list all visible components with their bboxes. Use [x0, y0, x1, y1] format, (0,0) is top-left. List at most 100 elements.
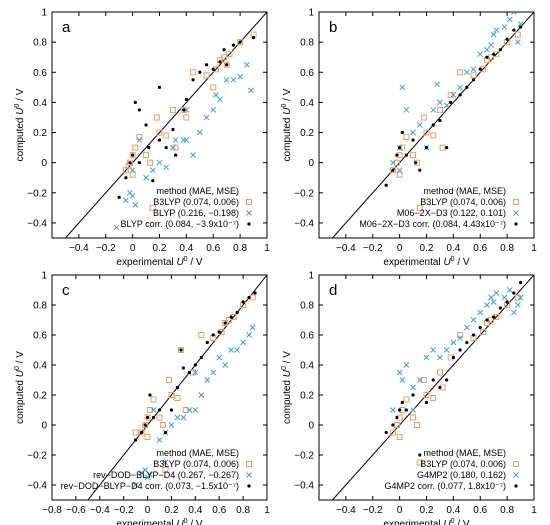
point-square-11 — [163, 132, 170, 139]
point-cross-4 — [147, 471, 153, 478]
point-dot-12 — [451, 355, 455, 360]
point-dot-6 — [157, 408, 162, 412]
legend-marker-square — [246, 199, 252, 205]
y-tick-label: −0.2 — [294, 188, 314, 199]
x-tick-label: 0 — [397, 243, 403, 254]
point-square-1 — [393, 159, 400, 166]
point-cross-9 — [156, 159, 163, 166]
legend-entry: G4MP2 corr. (0.077, 1.8x10⁻⁷) — [384, 481, 506, 491]
point-cross-12 — [457, 84, 463, 91]
legend-marker-cross — [513, 472, 519, 478]
y-tick-label: −0.2 — [27, 451, 47, 462]
point-dot-3 — [145, 415, 150, 420]
point-cross-10 — [443, 102, 450, 109]
point-dot-23 — [253, 291, 257, 295]
legend-marker-square — [513, 199, 519, 205]
point-dot-2 — [395, 153, 399, 157]
y-tick-label: 1 — [41, 271, 47, 282]
point-square-21 — [221, 54, 227, 61]
legend-entry: B3LYP (0.074, 0.006) — [153, 197, 239, 207]
point-cross-7 — [430, 347, 437, 353]
y-tick-label: −0.4 — [27, 218, 47, 229]
point-cross-14 — [183, 137, 190, 143]
point-dot-19 — [211, 67, 215, 71]
point-square-12 — [182, 407, 189, 413]
legend-entry: BLYP corr. (0.084, −3.9x10⁻⁷) — [121, 219, 240, 229]
x-tick-label: 1 — [531, 505, 537, 516]
y-tick-label: 0.6 — [300, 68, 314, 79]
point-cross-1 — [123, 197, 129, 204]
identity-line — [332, 275, 534, 500]
point-cross-22 — [515, 302, 521, 308]
point-cross-17 — [490, 299, 497, 305]
x-tick-label: 0.6 — [473, 505, 487, 516]
y-tick-label: 0 — [308, 421, 314, 432]
point-square-0 — [138, 429, 145, 436]
point-square-15 — [470, 72, 477, 79]
y-tick-label: 0.2 — [33, 391, 47, 402]
point-dot-14 — [182, 108, 186, 112]
y-tick-label: 0.8 — [300, 38, 314, 49]
point-cross-4 — [410, 129, 416, 136]
point-dot-20 — [498, 48, 503, 52]
point-cross-12 — [192, 407, 199, 413]
y-tick-label: 0.6 — [33, 331, 47, 342]
identity-line — [65, 12, 267, 238]
point-cross-8 — [434, 81, 441, 88]
point-dot-9 — [175, 385, 180, 390]
point-square-8 — [420, 377, 427, 383]
plot-frame — [51, 274, 268, 501]
point-square-3 — [132, 144, 139, 151]
point-cross-26 — [183, 107, 190, 113]
point-dot-8 — [147, 146, 151, 150]
point-dot-12 — [187, 370, 191, 375]
x-tick-label: 1 — [264, 505, 270, 516]
point-square-14 — [198, 332, 205, 338]
point-cross-2 — [399, 84, 406, 91]
point-dot-2 — [128, 161, 132, 165]
x-tick-label: −0.2 — [114, 505, 134, 516]
x-tick-label: 0.2 — [153, 243, 167, 254]
point-dot-17 — [478, 67, 482, 71]
point-cross-22 — [510, 12, 517, 15]
y-tick-label: 1 — [308, 8, 314, 19]
point-cross-11 — [450, 92, 457, 98]
legend-title: method (MAE, MSE) — [156, 448, 239, 458]
y-tick-label: 0 — [41, 158, 47, 169]
point-cross-6 — [156, 437, 163, 443]
point-cross-21 — [246, 332, 252, 338]
point-dot-5 — [137, 108, 141, 112]
point-cross-15 — [210, 369, 217, 376]
point-dot-19 — [229, 315, 233, 319]
x-tick-label: 0.2 — [420, 243, 434, 254]
point-cross-4 — [132, 201, 139, 208]
point-dot-25 — [251, 36, 256, 40]
point-dot-10 — [179, 348, 183, 352]
point-dot-22 — [512, 28, 516, 32]
point-dot-0 — [117, 195, 121, 199]
point-cross-14 — [204, 377, 211, 383]
panel-label: a — [62, 19, 71, 36]
y-tick-label: 0.6 — [300, 331, 314, 342]
point-square-3 — [146, 407, 153, 413]
x-axis-label: experimental U0 / V — [383, 518, 470, 525]
x-tick-label: 0.4 — [188, 505, 202, 516]
data-points — [132, 291, 257, 488]
point-square-4 — [129, 171, 136, 178]
x-tick-label: −0.4 — [336, 505, 356, 516]
point-cross-18 — [493, 290, 500, 296]
point-cross-15 — [190, 152, 196, 158]
point-cross-16 — [196, 129, 203, 136]
y-tick-label: 0.2 — [300, 391, 314, 402]
point-cross-21 — [506, 16, 513, 23]
point-dot-6 — [411, 393, 415, 397]
point-dot-7 — [414, 161, 418, 165]
point-dot-15 — [184, 97, 188, 101]
point-dot-1 — [391, 168, 395, 172]
point-cross-5 — [416, 377, 423, 383]
point-dot-11 — [181, 366, 185, 370]
point-square-10 — [174, 395, 181, 401]
y-axis-label: computed U0 / V — [281, 351, 293, 424]
point-cross-20 — [240, 339, 246, 346]
data-points — [384, 280, 524, 466]
